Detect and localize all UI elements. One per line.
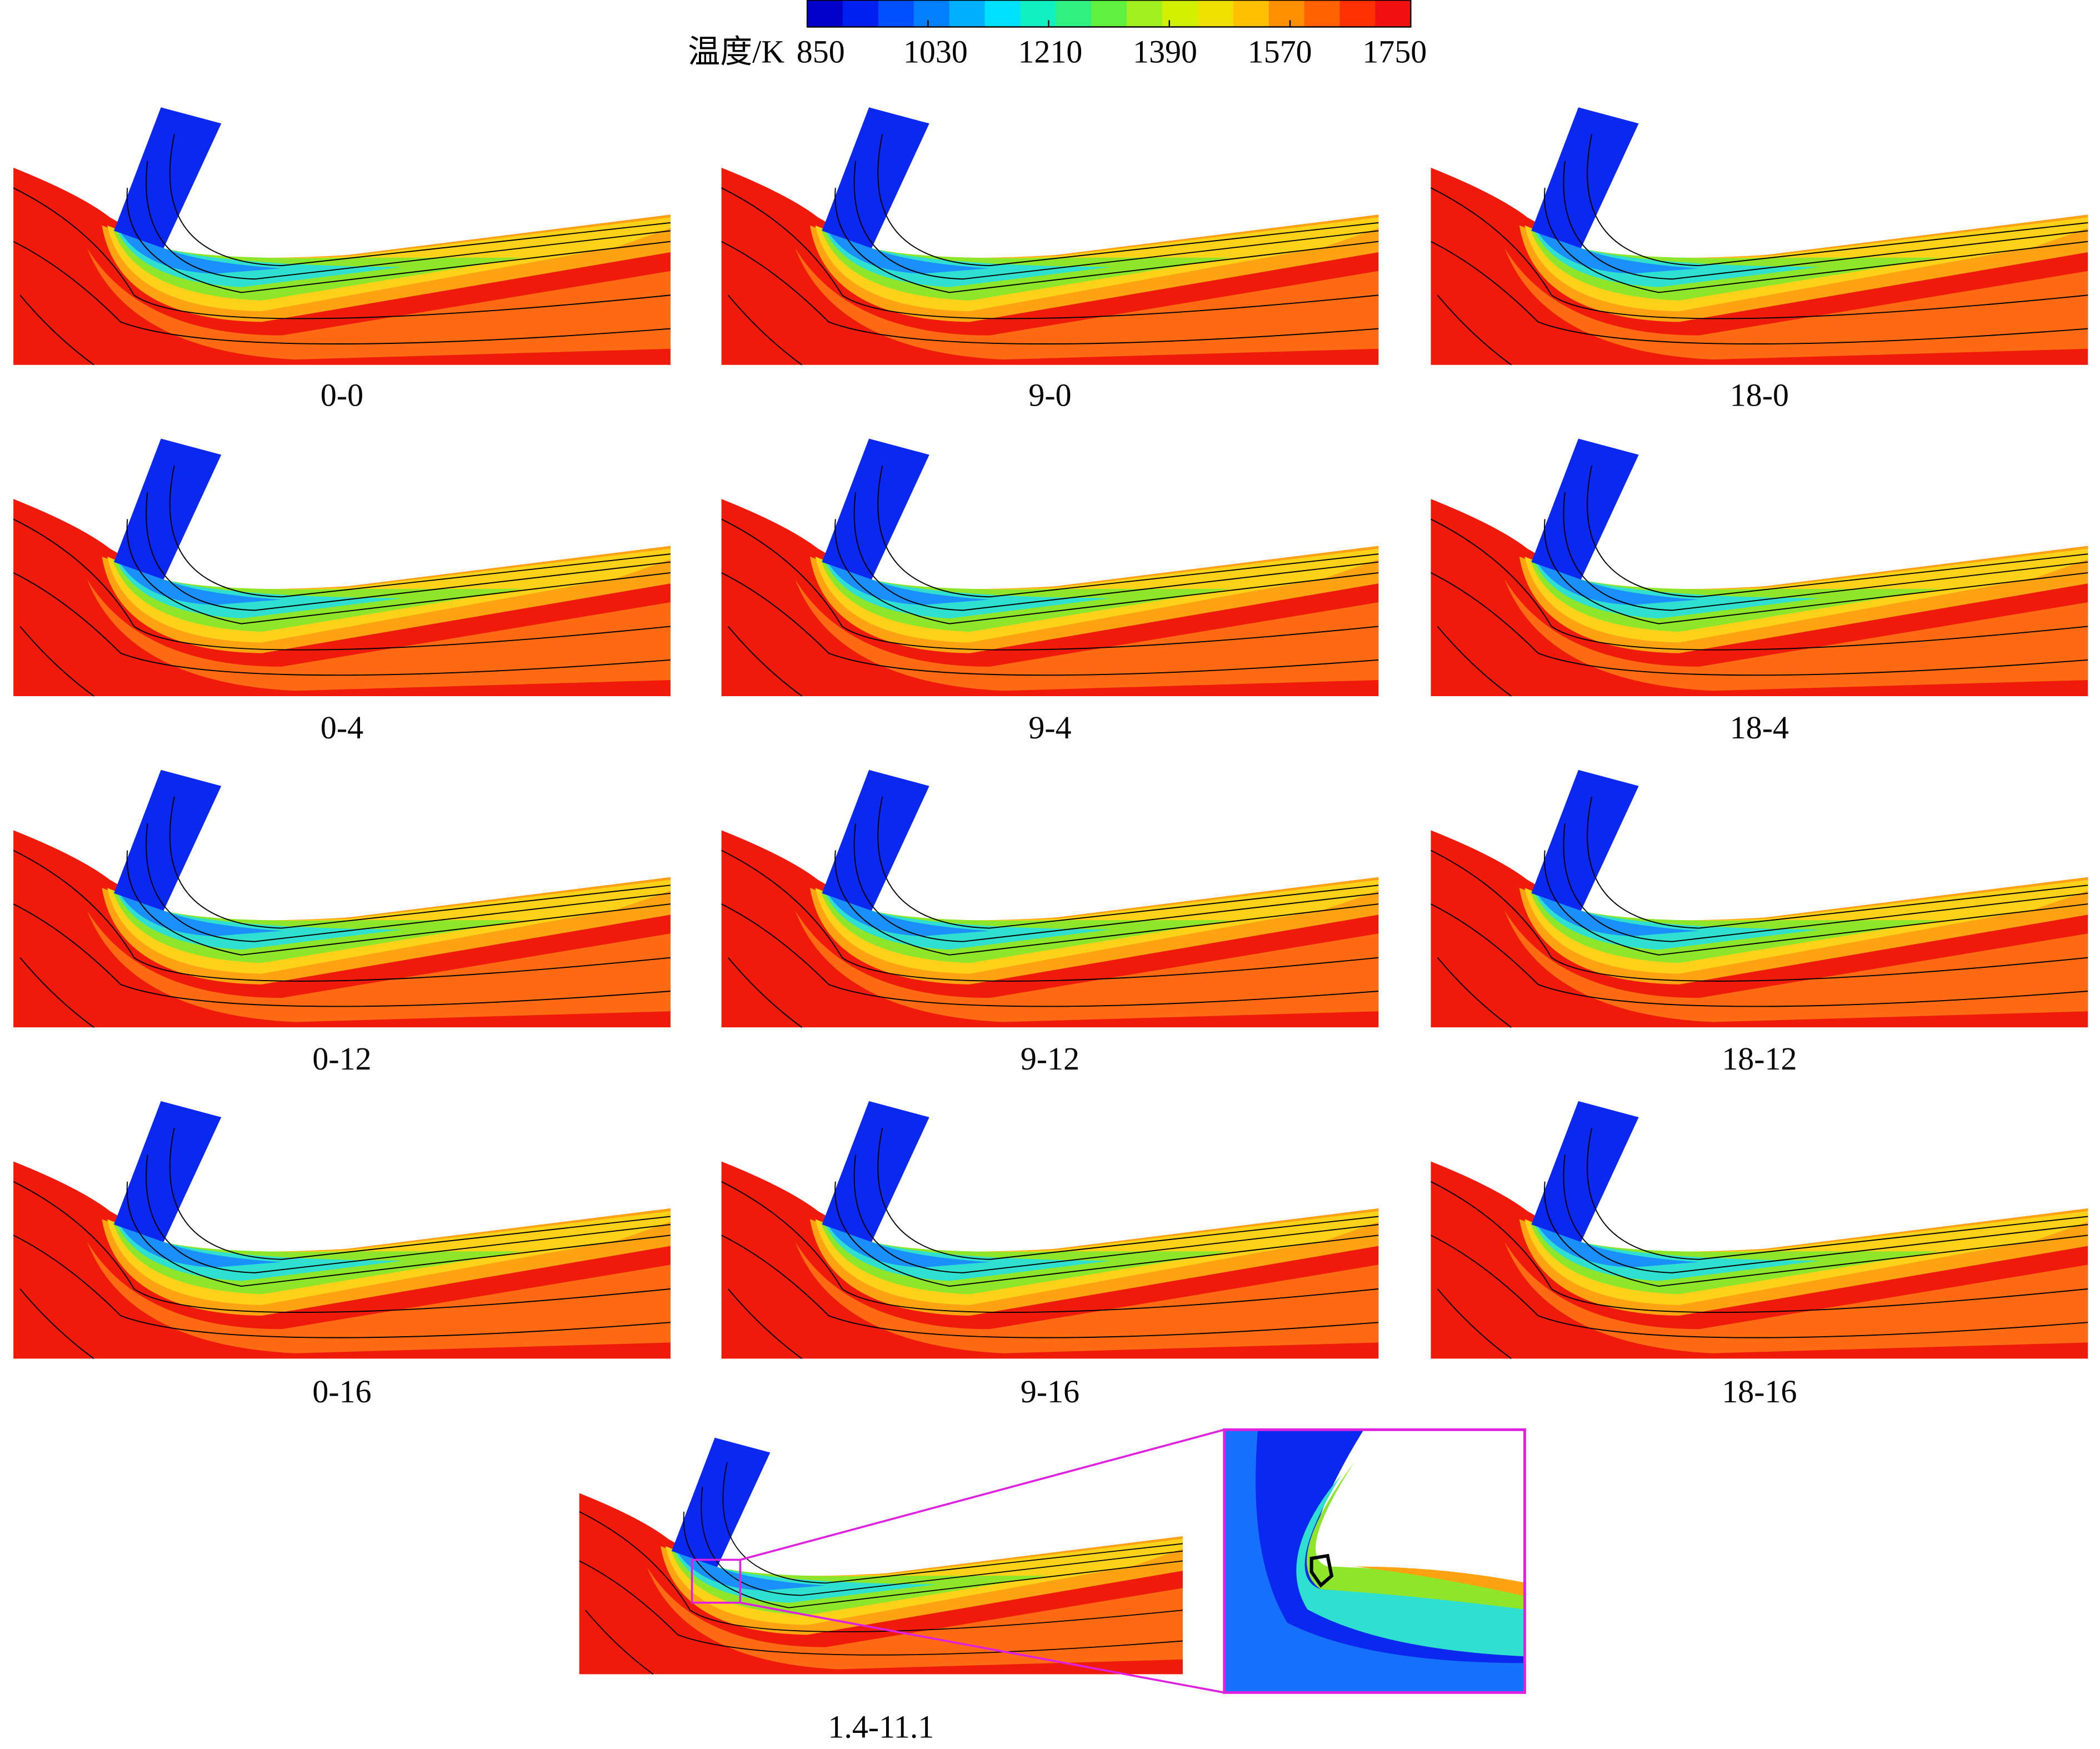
zoom-box [691, 1558, 742, 1604]
panel-label: 0-0 [321, 377, 363, 413]
inset-vortex [1309, 1553, 1334, 1588]
colorbar-frame [806, 0, 1412, 28]
contour-panel [1430, 438, 2089, 697]
zoom-line [740, 1601, 1225, 1694]
colorbar-swatch [878, 0, 914, 27]
colorbar-tick-label: 1750 [1362, 33, 1427, 69]
colorbar-swatch [1339, 0, 1376, 27]
panel-label: 18-4 [1730, 709, 1789, 746]
contour-panel [578, 1437, 1183, 1675]
panel-label: 9-0 [1028, 377, 1071, 413]
contour-panel [13, 438, 671, 697]
contour-panel [721, 769, 1379, 1028]
colorbar-swatch [842, 0, 879, 27]
panel-label: 9-12 [1021, 1041, 1079, 1077]
inset-green [1307, 1462, 1525, 1610]
colorbar-swatch [984, 0, 1021, 27]
colorbar-tick-label: 1570 [1248, 33, 1312, 69]
contour-panel [1430, 107, 2089, 366]
panel-label: 18-0 [1730, 377, 1789, 413]
colorbar: 850 1030 1210 1390 1570 1750 [797, 0, 1427, 69]
panel-label: 18-12 [1722, 1041, 1797, 1077]
colorbar-swatch [807, 0, 844, 27]
colorbar-swatch [1056, 0, 1092, 27]
colorbar-swatch [1091, 0, 1128, 27]
colorbar-swatch [1375, 0, 1412, 27]
panel-label: 9-4 [1028, 709, 1071, 746]
contour-panel [721, 107, 1379, 366]
inset-orange [1354, 1566, 1525, 1596]
inset-frame [1223, 1428, 1526, 1694]
contour-panel [721, 438, 1379, 697]
panels: 0-0 9-0 18-0 0-4 9-4 18-4 0-12 9-12 18-12 0-16 9-1… [13, 107, 2089, 1745]
colorbar-swatch [1020, 0, 1057, 27]
colorbar-tick-label: 1390 [1133, 33, 1197, 69]
contour-panel [13, 769, 671, 1028]
contour-panel [13, 1100, 671, 1360]
colorbar-swatch [1304, 0, 1341, 27]
panel-label: 18-16 [1722, 1373, 1797, 1410]
contour-panel [1430, 1100, 2089, 1360]
panel-label: 1.4-11.1 [828, 1708, 934, 1745]
contour-panel [13, 107, 671, 366]
colorbar-swatch [1197, 0, 1234, 27]
zoom-inset [691, 1428, 1526, 1694]
colorbar-swatch [949, 0, 986, 27]
contour-panel [721, 1100, 1379, 1360]
contour-panel [1430, 769, 2089, 1028]
colorbar-tick-label: 1030 [903, 33, 968, 69]
inset-cyan [1296, 1475, 1525, 1657]
colorbar-label: 温度/K [688, 33, 784, 69]
inset-light-blue [1224, 1430, 1525, 1693]
panel-label: 9-16 [1021, 1373, 1079, 1410]
zoom-line [739, 1428, 1225, 1561]
colorbar-tick-label: 850 [797, 33, 845, 69]
colorbar-swatch [913, 0, 950, 27]
colorbar-swatch [1162, 0, 1199, 27]
panel-label: 0-12 [312, 1041, 371, 1077]
colorbar-swatch [1233, 0, 1269, 27]
colorbar-swatch [1127, 0, 1163, 27]
colorbar-swatch [1268, 0, 1305, 27]
colorbar-tick-label: 1210 [1018, 33, 1083, 69]
panel-label: 0-4 [321, 709, 363, 746]
panel-label: 0-16 [312, 1373, 371, 1410]
